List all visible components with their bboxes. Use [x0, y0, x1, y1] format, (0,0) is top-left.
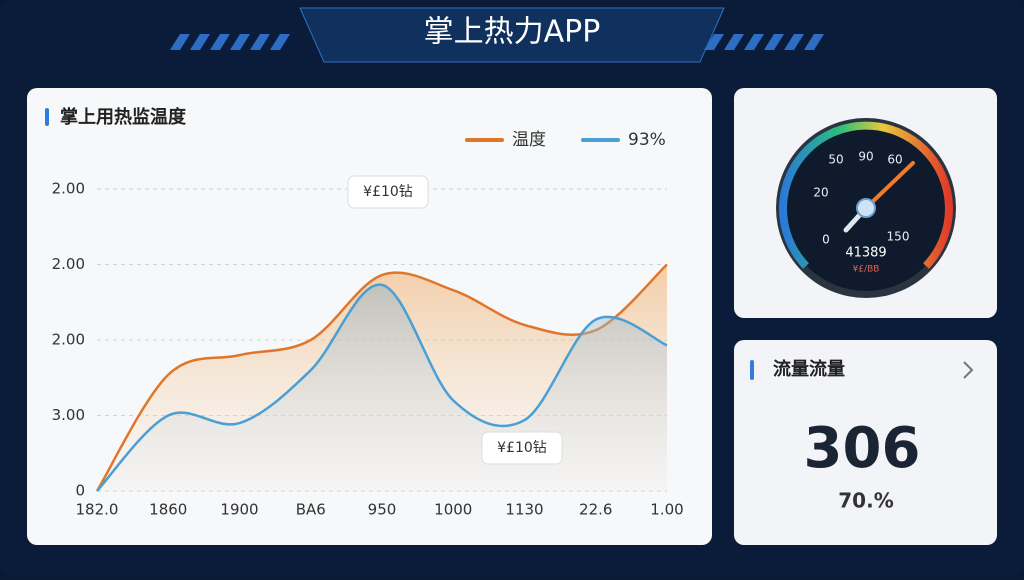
y-tick-label: 2.00 [52, 180, 85, 198]
gauge-tick-label: 90 [858, 150, 873, 164]
annotation-box [481, 431, 563, 465]
gauge-tick-label: 50 [828, 153, 843, 167]
header-plate [299, 7, 725, 63]
x-tick-label: 1130 [505, 501, 543, 519]
gauge-reading: 41389 [845, 246, 886, 261]
x-tick-label: 950 [368, 501, 397, 519]
y-tick-label: 2.00 [52, 331, 85, 349]
x-tick-label: 182.0 [76, 501, 119, 519]
gauge-tick-label: 20 [813, 186, 828, 200]
annotation: ¥£10钻 [363, 184, 413, 200]
chevron[interactable] [963, 361, 974, 379]
x-tick-label: BA6 [296, 501, 326, 519]
x-tick-label: 1000 [434, 501, 472, 519]
gauge-arc [779, 121, 953, 269]
x-tick-label: 22.6 [579, 501, 612, 519]
y-tick-label: 2.00 [52, 255, 85, 273]
plot: 0 3.00 2.00 2.00 2.00 182.0 1860 1900 BA6 950 1000… [52, 130, 684, 519]
flow-value: 306 [804, 416, 921, 481]
x-tick-label: 1.00 [650, 501, 683, 519]
gauge-tick-label: 60 [887, 153, 902, 167]
gauge-unit: ¥£/BB [853, 265, 880, 275]
header-stripes [170, 34, 824, 50]
chart-title: 掌上用热监温度 [60, 106, 187, 128]
annotation: ¥£10钻 [497, 440, 547, 456]
app-title: 掌上热力APP [424, 15, 601, 50]
legend-label: 温度 [512, 130, 546, 150]
y-tick-label: 3.00 [52, 406, 85, 424]
gauge-hub [856, 198, 876, 218]
gauge-tick-label: 0 [822, 233, 830, 247]
flow-percent: 70.% [838, 489, 893, 513]
x-tick-label: 1860 [149, 501, 187, 519]
series-line [95, 263, 668, 492]
x-tick-label: 1900 [220, 501, 258, 519]
gauge-needle [864, 161, 915, 210]
gauge-ticks: 0 20 50 90 60 150 [813, 150, 909, 247]
flow-title: 流量流量 [773, 358, 845, 380]
title-accent [45, 108, 49, 126]
y-tick-label: 0 [75, 482, 85, 500]
legend-label: 93% [628, 130, 666, 150]
gauge-tick-label: 150 [887, 230, 910, 244]
annotation-box [347, 175, 429, 209]
flow-card[interactable] [734, 340, 997, 545]
series-line [96, 283, 668, 492]
title-accent [750, 360, 754, 380]
